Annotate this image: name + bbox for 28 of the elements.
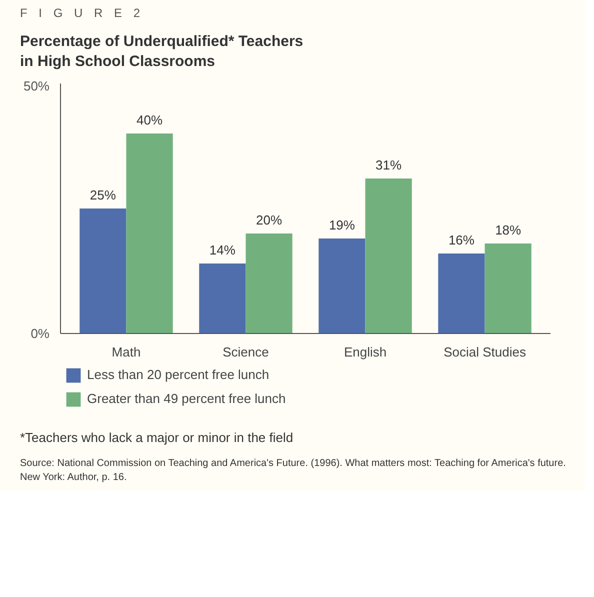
legend-label: Less than 20 percent free lunch: [87, 367, 270, 382]
data-label: 18%: [495, 222, 522, 238]
bar: [80, 208, 126, 334]
bar: [318, 238, 366, 334]
chart-title: Percentage of Underqualified* Teachers in High School Classrooms: [20, 32, 304, 72]
data-label: 25%: [90, 187, 116, 202]
data-label: 14%: [209, 242, 236, 258]
bar: [484, 243, 532, 334]
text: *Teachers who lack a major or minor in the field: [20, 428, 294, 447]
chart-subtitle: F I G U R E 2: [20, 5, 144, 22]
data-label: 40%: [136, 112, 163, 128]
y-tick-label: 50%: [23, 78, 50, 94]
bar: [126, 133, 173, 334]
data-label: 20%: [256, 212, 282, 228]
x-tick-label: Social Studies: [444, 344, 526, 360]
bar: [438, 253, 485, 334]
y-tick-label: 0%: [30, 326, 50, 341]
x-tick-label: Math: [112, 344, 141, 360]
data-label: 19%: [328, 217, 356, 232]
bar: [365, 178, 412, 334]
legend-label: Greater than 49 percent free lunch: [87, 391, 286, 406]
data-label: 16%: [448, 232, 475, 248]
x-tick-label: English: [344, 344, 387, 360]
bar: [199, 263, 246, 334]
source-note: Source: National Commission on Teaching and America's Future. (1996). What matters most: Teaching for America's future. New York: Author, p. 16.: [20, 457, 567, 486]
data-label: 31%: [376, 157, 402, 172]
x-tick-label: Science: [222, 344, 269, 360]
bar: [246, 233, 292, 334]
